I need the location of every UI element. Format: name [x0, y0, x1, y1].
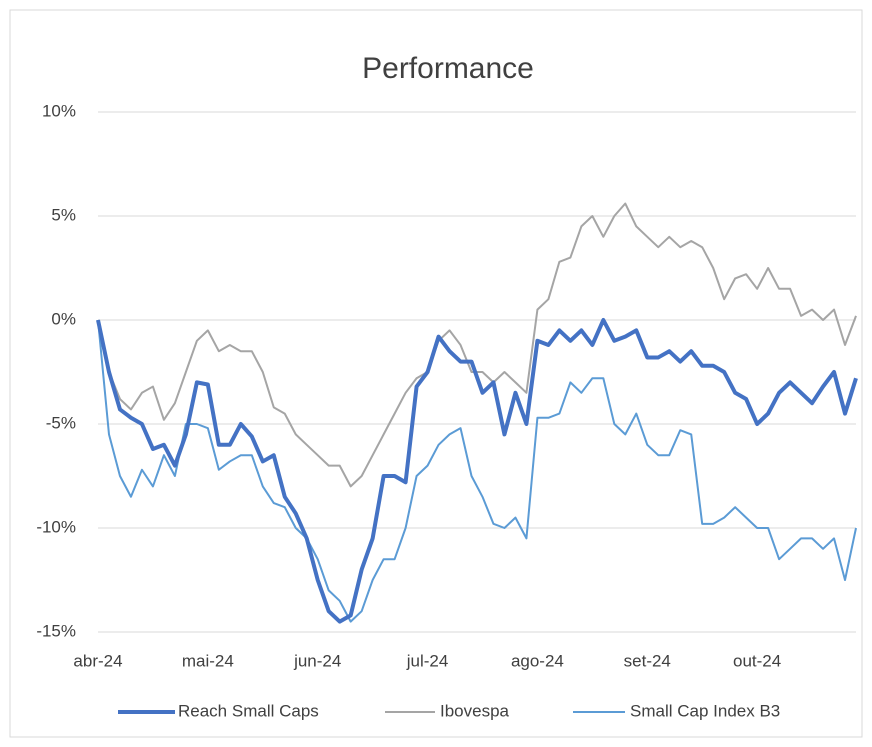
x-tick-label: jun-24: [293, 651, 341, 670]
chart-frame: [9, 9, 863, 738]
legend-label: Small Cap Index B3: [630, 701, 780, 720]
series-line: [97, 319, 857, 623]
y-tick-label: 10%: [42, 101, 76, 120]
y-tick-label: -15%: [36, 621, 76, 640]
y-tick-label: -5%: [46, 413, 76, 432]
legend-label: Reach Small Caps: [178, 701, 319, 720]
x-tick-label: mai-24: [182, 651, 234, 670]
legend-label: Ibovespa: [440, 701, 510, 720]
series-line: [96, 318, 858, 624]
y-tick-label: -10%: [36, 517, 76, 536]
x-tick-label: ago-24: [511, 651, 564, 670]
x-tick-label: out-24: [733, 651, 781, 670]
x-tick-label: set-24: [624, 651, 671, 670]
x-tick-label: jul-24: [406, 651, 449, 670]
chart-title: Performance: [362, 52, 534, 85]
x-tick-label: abr-24: [73, 651, 122, 670]
y-tick-label: 5%: [51, 205, 76, 224]
y-tick-label: 0%: [51, 309, 76, 328]
